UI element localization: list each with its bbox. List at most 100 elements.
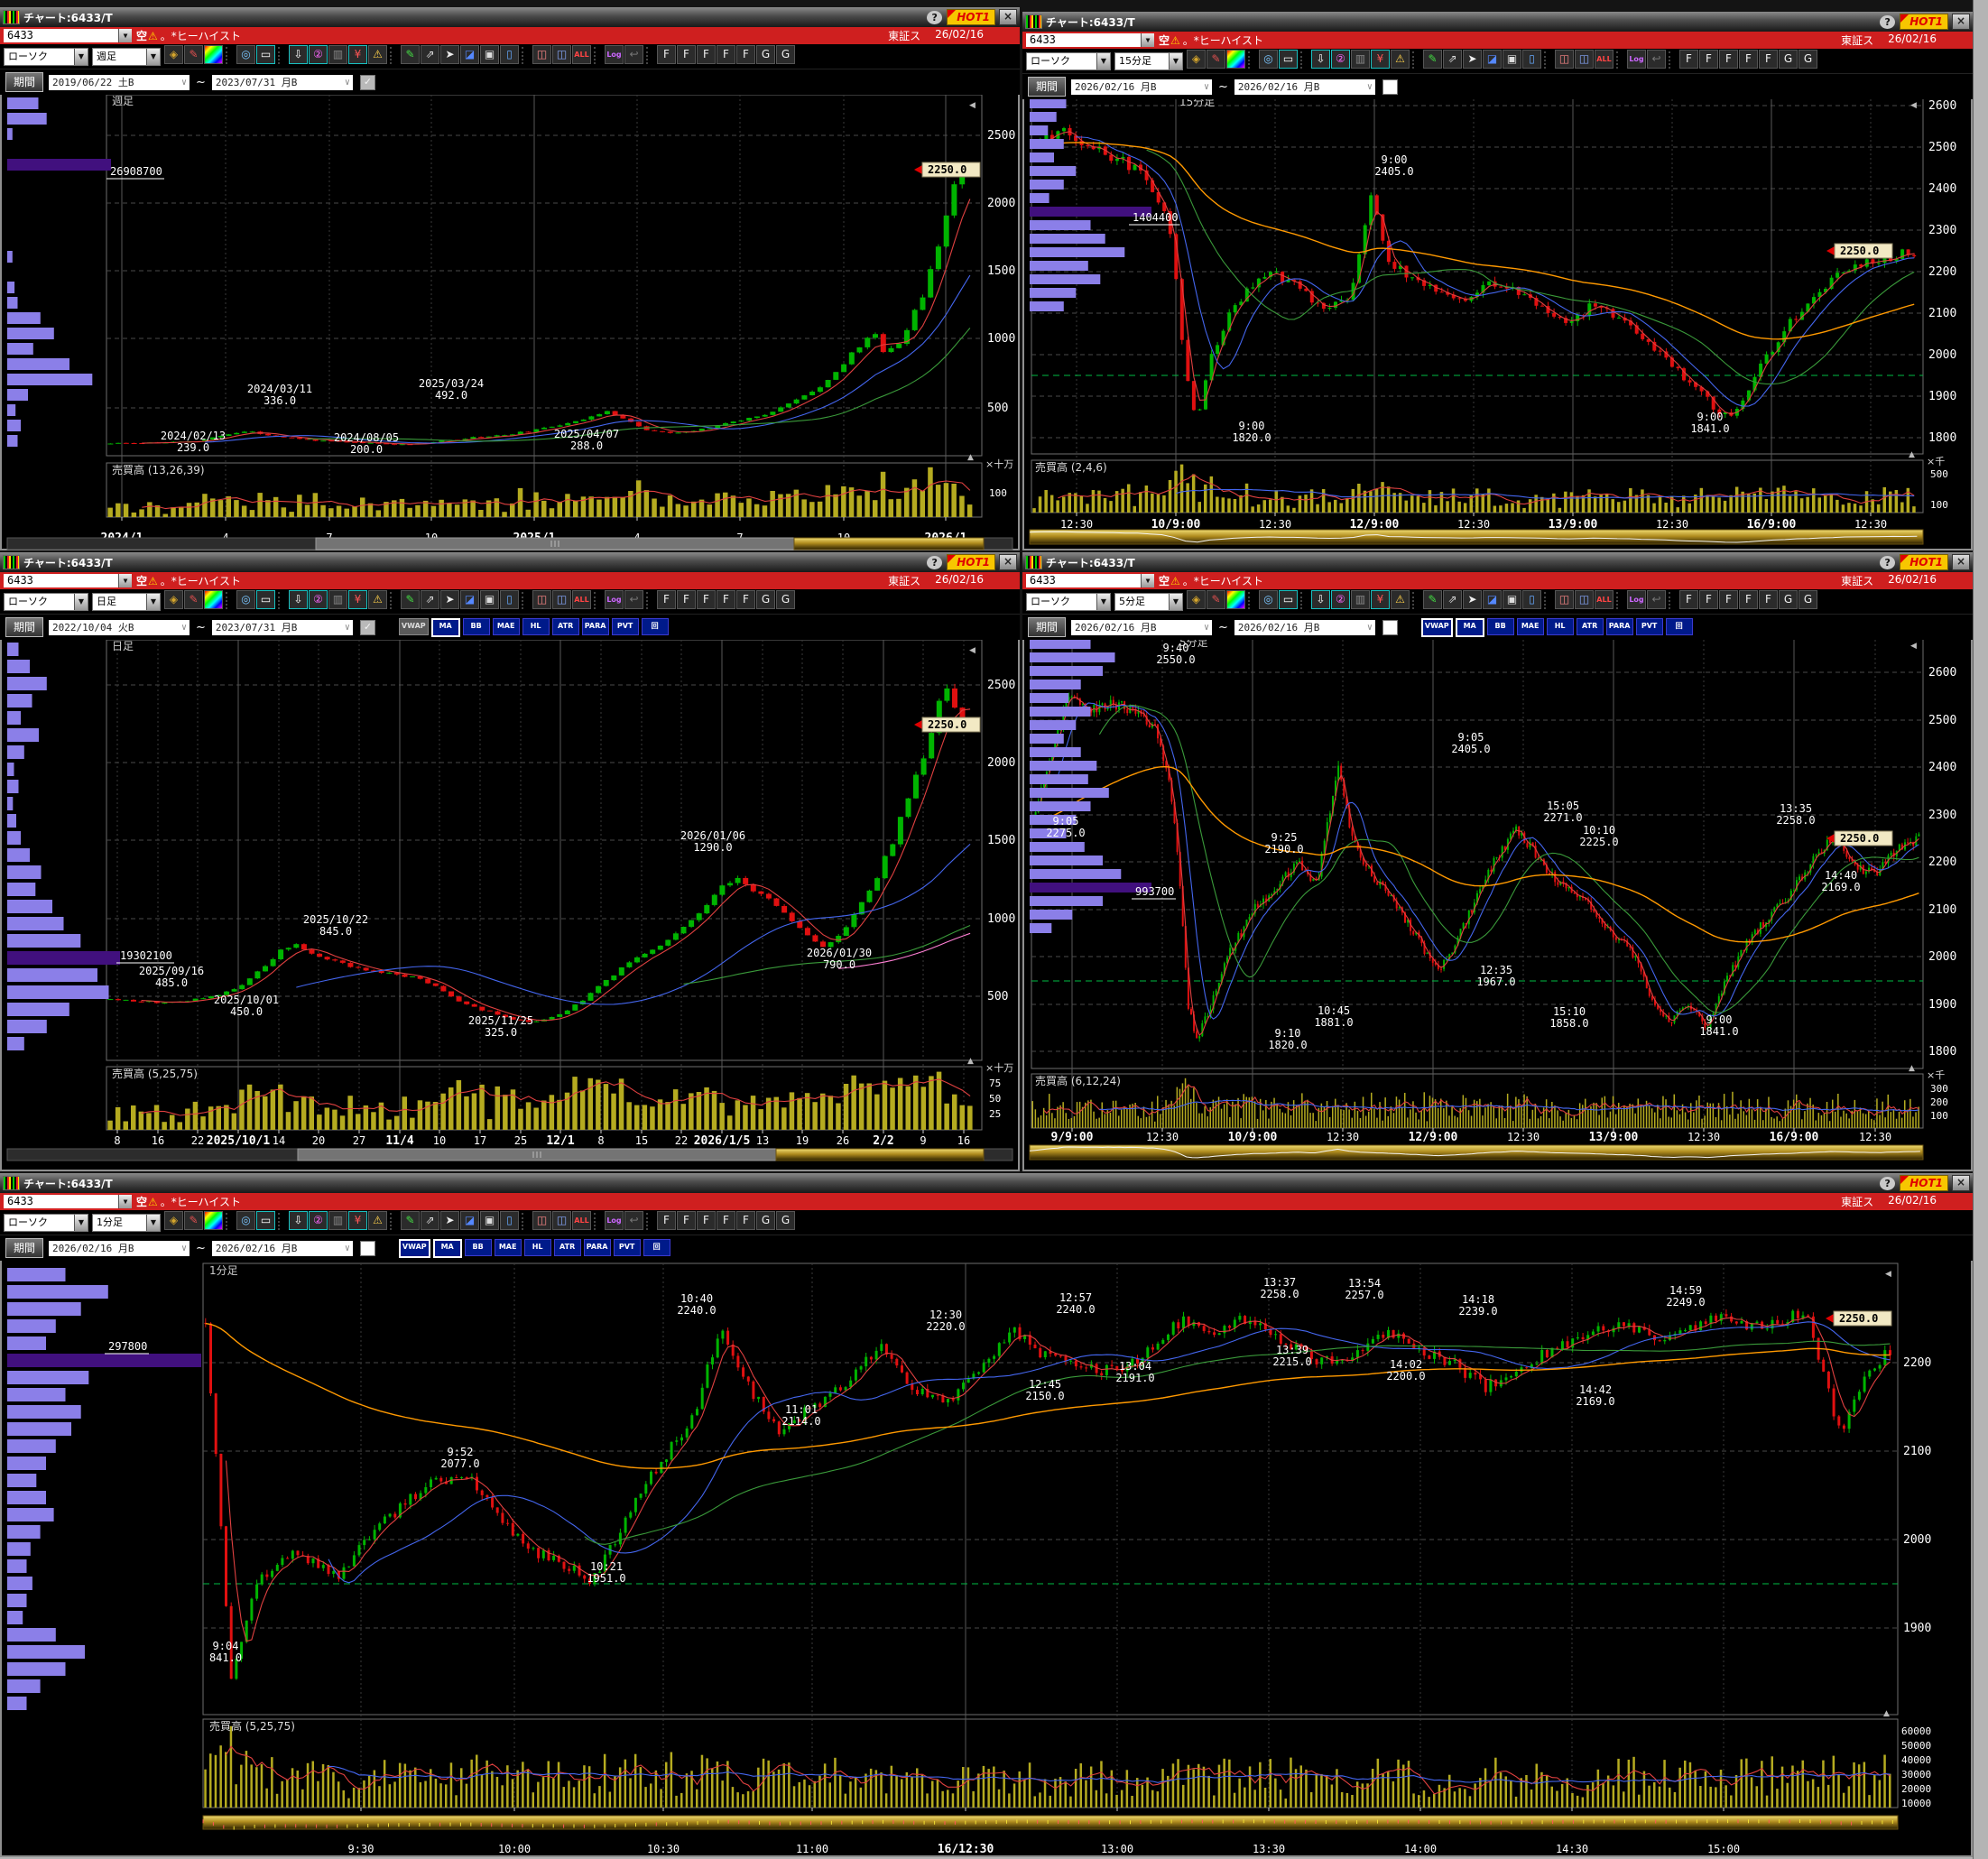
- help-button[interactable]: ?: [1880, 555, 1896, 569]
- draw-pen-icon[interactable]: ✎: [401, 1211, 420, 1230]
- trash-icon[interactable]: ▯: [500, 1211, 519, 1230]
- bar-width-shrink-icon[interactable]: ◫: [1575, 590, 1594, 609]
- gann-line-icon[interactable]: G: [756, 1211, 775, 1230]
- timeframe-select[interactable]: 15分足 ▼: [1114, 51, 1183, 70]
- period-from-input[interactable]: 2022/10/04 火B ∨: [49, 619, 190, 635]
- indicator-hl-button[interactable]: HL: [1546, 617, 1574, 635]
- log-scale-icon[interactable]: Log: [1627, 590, 1646, 609]
- select-cursor-icon[interactable]: ➤: [440, 590, 459, 609]
- paint-tools-icon[interactable]: ✎: [184, 1211, 203, 1230]
- paint-tools-icon[interactable]: ✎: [184, 590, 203, 609]
- rainbow-palette-icon[interactable]: [204, 45, 223, 64]
- draw-pen-icon[interactable]: ✎: [1423, 50, 1442, 69]
- period-to-input[interactable]: 2023/07/31 月B ∨: [211, 619, 353, 635]
- trend-arrow-icon[interactable]: ⇗: [1443, 50, 1462, 69]
- period-checkbox[interactable]: ✓: [359, 619, 375, 635]
- yen-scale-icon[interactable]: ¥: [1371, 590, 1390, 609]
- bar-width-shrink-icon[interactable]: ◫: [552, 1211, 571, 1230]
- draw-pen-icon[interactable]: ✎: [401, 590, 420, 609]
- fib-timezone-icon[interactable]: F: [697, 590, 716, 609]
- chart-type-select[interactable]: ローソク ▼: [4, 592, 88, 611]
- eraser-icon[interactable]: ◪: [460, 1211, 479, 1230]
- search-no2-icon[interactable]: ②: [1331, 50, 1350, 69]
- fib-ext-icon[interactable]: F: [736, 590, 755, 609]
- copy-page-icon[interactable]: ▣: [1503, 50, 1521, 69]
- zoom-icon[interactable]: ◎: [1259, 50, 1278, 69]
- help-button[interactable]: ?: [1880, 1176, 1896, 1190]
- select-cursor-icon[interactable]: ➤: [440, 45, 459, 64]
- symbol-code-input[interactable]: 6433 ▼: [1026, 33, 1154, 47]
- indicator-vwap-button[interactable]: VWAP: [398, 1238, 430, 1258]
- window-layout-icon[interactable]: ▭: [1279, 50, 1298, 69]
- indicator-para-button[interactable]: PARA: [1605, 617, 1633, 635]
- close-button[interactable]: ×: [1952, 14, 1970, 30]
- fib-retrace-icon[interactable]: F: [657, 590, 676, 609]
- window-titlebar[interactable]: チャート:6433/T ? HOT1 ×: [0, 552, 1020, 572]
- copy-page-icon[interactable]: ▣: [1503, 590, 1521, 609]
- indicator-pvt-button[interactable]: PVT: [1635, 617, 1663, 635]
- undo-icon[interactable]: ↩: [624, 45, 643, 64]
- save-download-icon[interactable]: ⇩: [1311, 50, 1330, 69]
- fib-fan-icon[interactable]: F: [677, 590, 696, 609]
- gann-line-icon[interactable]: G: [1779, 590, 1798, 609]
- gann-fan-icon[interactable]: G: [1798, 50, 1817, 69]
- period-from-input[interactable]: 2026/02/16 月B ∨: [1071, 619, 1213, 635]
- bar-width-shrink-icon[interactable]: ◫: [552, 590, 571, 609]
- rainbow-palette-icon[interactable]: [204, 590, 223, 609]
- price-chart-canvas[interactable]: 1404400 2600 2500 2400 2300 2200 2100 2000 1900 1…: [1022, 12, 1973, 550]
- copy-page-icon[interactable]: ▣: [480, 45, 499, 64]
- period-checkbox[interactable]: [1382, 619, 1398, 635]
- mesh-pattern-icon[interactable]: ◈: [1187, 590, 1206, 609]
- indicator-para-button[interactable]: PARA: [581, 617, 609, 635]
- indicator-回-button[interactable]: 回: [1665, 617, 1693, 635]
- chart-type-select[interactable]: ローソク ▼: [4, 47, 88, 66]
- timeframe-select[interactable]: 5分足 ▼: [1114, 592, 1183, 611]
- period-from-input[interactable]: 2026/02/16 月B ∨: [49, 1240, 190, 1256]
- indicator-mae-button[interactable]: MAE: [1516, 617, 1544, 635]
- dropdown-arrow-icon[interactable]: ▼: [1141, 33, 1154, 47]
- indicator-pvt-button[interactable]: PVT: [613, 1238, 641, 1256]
- search-no2-icon[interactable]: ②: [309, 45, 328, 64]
- fib-ext-icon[interactable]: F: [736, 45, 755, 64]
- trash-icon[interactable]: ▯: [1522, 50, 1541, 69]
- scale-all-icon[interactable]: ALL: [572, 45, 591, 64]
- mesh-pattern-icon[interactable]: ◈: [1187, 50, 1206, 69]
- scale-all-icon[interactable]: ALL: [1595, 590, 1614, 609]
- scale-all-icon[interactable]: ALL: [572, 1211, 591, 1230]
- bar-width-shrink-icon[interactable]: ◫: [1575, 50, 1594, 69]
- save-download-icon[interactable]: ⇩: [289, 45, 308, 64]
- indicator-回-button[interactable]: 回: [641, 617, 669, 635]
- period-from-input[interactable]: 2019/06/22 土B ∨: [49, 74, 190, 90]
- window-titlebar[interactable]: チャート:6433/T ? HOT1 ×: [0, 1173, 1973, 1193]
- timeframe-select[interactable]: 日足 ▼: [92, 592, 161, 611]
- alert-icon[interactable]: ⚠: [1391, 590, 1410, 609]
- symbol-code-input[interactable]: 6433 ▼: [4, 29, 132, 42]
- fib-arc-icon[interactable]: F: [1739, 50, 1758, 69]
- alert-icon[interactable]: ⚠: [1391, 50, 1410, 69]
- period-checkbox[interactable]: ✓: [359, 74, 375, 90]
- zoom-icon[interactable]: ◎: [236, 590, 255, 609]
- period-from-input[interactable]: 2026/02/16 月B ∨: [1071, 79, 1213, 95]
- indicator-vwap-button[interactable]: VWAP: [1420, 617, 1453, 637]
- undo-icon[interactable]: ↩: [624, 1211, 643, 1230]
- trash-icon[interactable]: ▯: [500, 45, 519, 64]
- tick-grid-icon[interactable]: ▥: [328, 45, 347, 64]
- bar-width-expand-icon[interactable]: ◫: [1555, 590, 1574, 609]
- zoom-icon[interactable]: ◎: [236, 45, 255, 64]
- period-to-input[interactable]: 2026/02/16 月B ∨: [1234, 619, 1375, 635]
- window-layout-icon[interactable]: ▭: [256, 590, 275, 609]
- zoom-icon[interactable]: ◎: [236, 1211, 255, 1230]
- eraser-icon[interactable]: ◪: [460, 45, 479, 64]
- bar-width-expand-icon[interactable]: ◫: [1555, 50, 1574, 69]
- period-to-input[interactable]: 2023/07/31 月B ∨: [211, 74, 353, 90]
- select-cursor-icon[interactable]: ➤: [1463, 50, 1482, 69]
- save-download-icon[interactable]: ⇩: [1311, 590, 1330, 609]
- fib-fan-icon[interactable]: F: [677, 45, 696, 64]
- fib-retrace-icon[interactable]: F: [1679, 50, 1698, 69]
- gann-fan-icon[interactable]: G: [776, 1211, 795, 1230]
- period-button[interactable]: 期間: [1028, 617, 1067, 637]
- period-button[interactable]: 期間: [5, 617, 44, 637]
- draw-pen-icon[interactable]: ✎: [1423, 590, 1442, 609]
- fib-timezone-icon[interactable]: F: [697, 1211, 716, 1230]
- indicator-ma-button[interactable]: MA: [430, 617, 460, 637]
